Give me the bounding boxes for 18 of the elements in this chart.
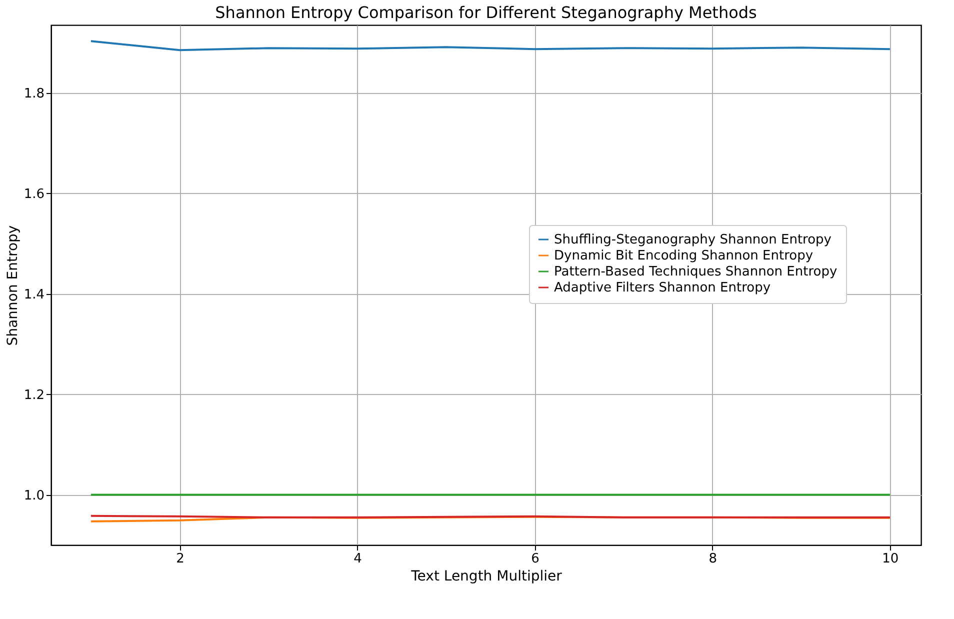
y-tick-label: 1.8: [24, 86, 44, 102]
legend-label: Adaptive Filters Shannon Entropy: [554, 280, 771, 296]
y-tick-label: 1.4: [24, 287, 44, 302]
y-tick-label: 1.2: [24, 388, 44, 403]
y-axis-title: Shannon Entropy: [4, 225, 21, 346]
x-tick-label: 8: [708, 552, 718, 566]
y-tick-label: 1.6: [24, 186, 44, 202]
y-tick-label: 1.0: [24, 488, 44, 504]
legend-label: Shuffling-Steganography Shannon Entropy: [554, 232, 832, 248]
line-series: [90, 40, 891, 52]
legend-label: Pattern-Based Techniques Shannon Entropy: [554, 264, 838, 280]
x-axis-title: Text Length Multiplier: [410, 568, 562, 584]
chart-title: Shannon Entropy Comparison for Different Steganography Methods: [215, 3, 757, 22]
x-tick-label: 10: [882, 552, 899, 566]
legend-label: Dynamic Bit Encoding Shannon Entropy: [554, 248, 814, 264]
x-tick-label: 4: [354, 552, 362, 566]
x-tick-label: 2: [176, 552, 184, 566]
x-tick-label: 6: [531, 552, 540, 566]
